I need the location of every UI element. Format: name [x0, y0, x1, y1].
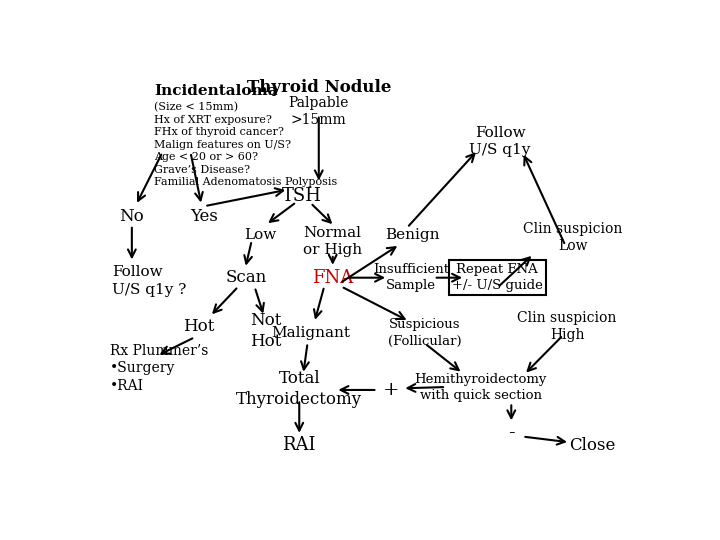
Text: Follow
U/S q1y ?: Follow U/S q1y ?: [112, 265, 186, 296]
Text: Normal
or High: Normal or High: [303, 226, 362, 257]
Text: Not
Hot: Not Hot: [250, 312, 282, 350]
Text: Yes: Yes: [191, 208, 218, 225]
Text: Clin suspicion
Low: Clin suspicion Low: [523, 222, 622, 253]
Text: RAI: RAI: [282, 436, 316, 454]
Text: Insufficient
Sample: Insufficient Sample: [373, 263, 449, 292]
Text: Hot: Hot: [183, 318, 215, 335]
Text: Malignant: Malignant: [271, 326, 350, 340]
Text: -: -: [508, 424, 515, 442]
Text: FNA: FNA: [312, 269, 354, 287]
Text: Benign: Benign: [385, 228, 440, 242]
Text: Palpable
>15mm: Palpable >15mm: [289, 96, 349, 127]
Text: Clin suspicion
High: Clin suspicion High: [518, 311, 617, 342]
Text: Thyroid Nodule: Thyroid Nodule: [246, 79, 391, 96]
Text: Close: Close: [569, 437, 616, 454]
Text: Follow
U/S q1y: Follow U/S q1y: [469, 126, 531, 157]
Text: No: No: [120, 208, 144, 225]
Text: Suspicious
(Follicular): Suspicious (Follicular): [388, 319, 462, 348]
Text: Incidentaloma: Incidentaloma: [154, 84, 278, 98]
Text: TSH: TSH: [282, 187, 322, 205]
Text: Low: Low: [244, 228, 276, 242]
Text: +: +: [383, 381, 400, 399]
Text: Scan: Scan: [225, 269, 267, 286]
Text: Total
Thyroidectomy: Total Thyroidectomy: [236, 370, 362, 408]
Text: Repeat FNA
+/- U/S guide: Repeat FNA +/- U/S guide: [452, 263, 543, 292]
Text: Rx Plummer’s
•Surgery
•RAI: Rx Plummer’s •Surgery •RAI: [109, 344, 208, 393]
Text: (Size < 15mm)
Hx of XRT exposure?
FHx of thyroid cancer?
Malign features on U/S?: (Size < 15mm) Hx of XRT exposure? FHx of…: [154, 102, 338, 187]
Text: Hemithyroidectomy
with quick section: Hemithyroidectomy with quick section: [415, 373, 546, 402]
